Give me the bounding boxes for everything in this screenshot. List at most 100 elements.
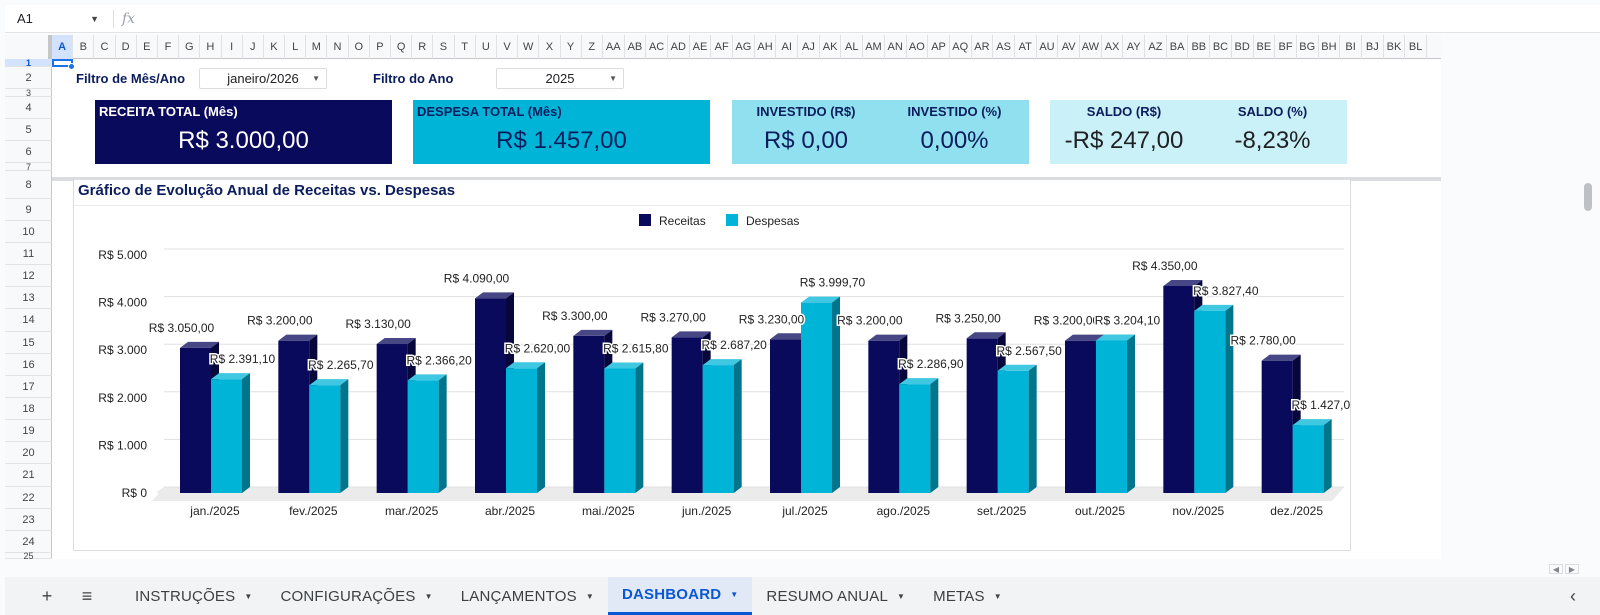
column-header-ae[interactable]: AE: [690, 35, 712, 59]
column-header-aa[interactable]: AA: [603, 35, 625, 59]
column-header-au[interactable]: AU: [1037, 35, 1059, 59]
dropdown-arrow-icon[interactable]: ▼: [312, 74, 320, 83]
column-header-e[interactable]: E: [137, 35, 158, 59]
column-header-ap[interactable]: AP: [928, 35, 950, 59]
column-header-bd[interactable]: BD: [1232, 35, 1254, 59]
column-header-bh[interactable]: BH: [1319, 35, 1341, 59]
column-header-a[interactable]: A: [52, 35, 74, 59]
row-header-12[interactable]: 12: [5, 265, 52, 287]
column-header-y[interactable]: Y: [561, 35, 582, 59]
column-header-ak[interactable]: AK: [820, 35, 842, 59]
explore-chevron-icon[interactable]: ‹: [1570, 586, 1576, 606]
tab-dropdown-icon[interactable]: ▼: [897, 591, 906, 601]
row-header-9[interactable]: 9: [5, 199, 52, 221]
row-header-11[interactable]: 11: [5, 243, 52, 265]
column-header-l[interactable]: L: [285, 35, 307, 59]
row-header-25[interactable]: 25: [5, 551, 52, 561]
tab-dropdown-icon[interactable]: ▼: [993, 591, 1002, 601]
column-header-q[interactable]: Q: [391, 35, 413, 59]
column-header-ag[interactable]: AG: [733, 35, 755, 59]
column-header-d[interactable]: D: [116, 35, 137, 59]
column-header-c[interactable]: C: [94, 35, 116, 59]
column-header-as[interactable]: AS: [993, 35, 1015, 59]
month-filter-dropdown[interactable]: janeiro/2026 ▼: [199, 68, 327, 89]
column-header-bc[interactable]: BC: [1210, 35, 1232, 59]
sheet-tab-resumo-anual[interactable]: RESUMO ANUAL ▼: [752, 577, 919, 615]
sheet-tab-metas[interactable]: METAS ▼: [919, 577, 1016, 615]
column-header-u[interactable]: U: [476, 35, 497, 59]
column-header-o[interactable]: O: [349, 35, 370, 59]
row-header-16[interactable]: 16: [5, 354, 52, 376]
column-header-j[interactable]: J: [243, 35, 264, 59]
year-filter-dropdown[interactable]: 2025 ▼: [496, 68, 624, 89]
select-all-corner[interactable]: [5, 35, 52, 59]
column-header-ar[interactable]: AR: [972, 35, 994, 59]
column-header-ax[interactable]: AX: [1102, 35, 1124, 59]
column-header-aq[interactable]: AQ: [950, 35, 972, 59]
column-header-z[interactable]: Z: [582, 35, 603, 59]
column-header-w[interactable]: W: [518, 35, 540, 59]
tab-dropdown-icon[interactable]: ▼: [585, 591, 594, 601]
column-header-aj[interactable]: AJ: [798, 35, 820, 59]
column-header-ai[interactable]: AI: [776, 35, 799, 59]
column-header-n[interactable]: N: [327, 35, 349, 59]
row-header-2[interactable]: 2: [5, 67, 52, 89]
row-header-10[interactable]: 10: [5, 221, 52, 243]
row-header-21[interactable]: 21: [5, 464, 52, 487]
column-header-r[interactable]: R: [412, 35, 434, 59]
row-header-5[interactable]: 5: [5, 119, 52, 141]
tab-dropdown-icon[interactable]: ▼: [244, 591, 253, 601]
column-header-bf[interactable]: BF: [1275, 35, 1297, 59]
column-header-s[interactable]: S: [433, 35, 455, 59]
column-header-h[interactable]: H: [200, 35, 222, 59]
column-header-b[interactable]: B: [73, 35, 95, 59]
row-header-18[interactable]: 18: [5, 398, 52, 420]
name-box[interactable]: A1 ▼: [5, 7, 107, 31]
column-header-al[interactable]: AL: [841, 35, 864, 59]
column-header-ay[interactable]: AY: [1123, 35, 1146, 59]
row-header-19[interactable]: 19: [5, 420, 52, 442]
column-header-bi[interactable]: BI: [1340, 35, 1362, 59]
row-header-14[interactable]: 14: [5, 309, 52, 332]
sheet-tab-configurações[interactable]: CONFIGURAÇÕES ▼: [266, 577, 446, 615]
column-header-g[interactable]: G: [179, 35, 201, 59]
sheet-grid[interactable]: Filtro de Mês/Ano janeiro/2026 ▼ Filtro …: [52, 59, 1441, 559]
row-header-13[interactable]: 13: [5, 287, 52, 309]
column-header-ab[interactable]: AB: [625, 35, 647, 59]
fill-handle[interactable]: [68, 63, 75, 70]
column-header-f[interactable]: F: [158, 35, 180, 59]
row-header-15[interactable]: 15: [5, 332, 52, 354]
row-header-6[interactable]: 6: [5, 141, 52, 163]
column-header-p[interactable]: P: [370, 35, 391, 59]
column-header-an[interactable]: AN: [885, 35, 907, 59]
column-header-av[interactable]: AV: [1058, 35, 1080, 59]
column-header-ac[interactable]: AC: [646, 35, 668, 59]
row-header-22[interactable]: 22: [5, 487, 52, 509]
column-header-x[interactable]: X: [539, 35, 561, 59]
sheet-tab-lançamentos[interactable]: LANÇAMENTOS ▼: [447, 577, 608, 615]
column-header-bb[interactable]: BB: [1188, 35, 1211, 59]
row-header-1[interactable]: 1: [5, 58, 52, 68]
column-header-i[interactable]: I: [222, 35, 243, 59]
scroll-right-icon[interactable]: ▶: [1565, 564, 1579, 574]
row-header-20[interactable]: 20: [5, 442, 52, 464]
row-header-7[interactable]: 7: [5, 162, 52, 172]
chevron-down-icon[interactable]: ▼: [90, 13, 99, 24]
vertical-scrollbar[interactable]: [1582, 178, 1594, 563]
column-header-ba[interactable]: BA: [1167, 35, 1189, 59]
column-header-at[interactable]: AT: [1015, 35, 1037, 59]
column-header-ao[interactable]: AO: [907, 35, 929, 59]
scrollbar-thumb[interactable]: [1584, 183, 1592, 211]
sheet-tab-dashboard[interactable]: DASHBOARD ▼: [607, 577, 753, 615]
column-header-ah[interactable]: AH: [755, 35, 777, 59]
column-header-be[interactable]: BE: [1254, 35, 1276, 59]
row-header-17[interactable]: 17: [5, 376, 52, 398]
column-header-m[interactable]: M: [306, 35, 328, 59]
column-header-az[interactable]: AZ: [1145, 35, 1167, 59]
column-header-af[interactable]: AF: [711, 35, 733, 59]
row-header-23[interactable]: 23: [5, 509, 52, 531]
column-header-bj[interactable]: BJ: [1362, 35, 1384, 59]
all-sheets-menu-icon[interactable]: ≡: [81, 585, 93, 606]
dropdown-arrow-icon[interactable]: ▼: [609, 74, 617, 83]
tab-dropdown-icon[interactable]: ▼: [424, 591, 433, 601]
